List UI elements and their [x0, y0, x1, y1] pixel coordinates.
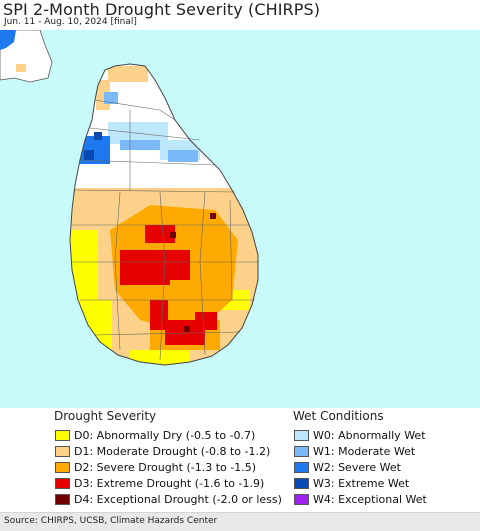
legend-label-w3: W3: Extreme Wet [313, 476, 410, 490]
india-wet-patch [0, 30, 16, 50]
drought-class-layer [70, 66, 258, 365]
map-title: SPI 2-Month Drought Severity (CHIRPS) [3, 0, 321, 19]
map-subtitle: Jun. 11 - Aug. 10, 2024 [final] [4, 17, 137, 27]
swatch-d1 [55, 445, 70, 457]
legend-label-w2: W2: Severe Wet [313, 460, 401, 474]
legend-label-w1: W1: Moderate Wet [313, 444, 416, 458]
swatch-w0 [294, 429, 309, 441]
swatch-w4 [294, 493, 309, 505]
drought-legend-heading: Drought Severity [54, 409, 157, 423]
sri-lanka-outline [69, 63, 259, 366]
legend-label-w0: W0: Abnormally Wet [313, 428, 426, 442]
legend-item-d0: D0: Abnormally Dry (-0.5 to -0.7) [55, 428, 255, 442]
legend-item-w3: W3: Extreme Wet [294, 476, 409, 490]
legend-label-w4: W4: Exceptional Wet [313, 492, 427, 506]
wet-legend-heading: Wet Conditions [293, 409, 384, 423]
title-bar: SPI 2-Month Drought Severity (CHIRPS) Ju… [0, 0, 480, 30]
swatch-w3 [294, 477, 309, 489]
district-boundaries [72, 99, 258, 361]
legend-item-d2: D2: Severe Drought (-1.3 to -1.5) [55, 460, 256, 474]
legend-item-w2: W2: Severe Wet [294, 460, 401, 474]
legend-item-w1: W1: Moderate Wet [294, 444, 415, 458]
drought-map[interactable] [0, 30, 480, 408]
legend-label-d3: D3: Extreme Drought (-1.6 to -1.9) [74, 476, 265, 490]
legend-item-d1: D1: Moderate Drought (-0.8 to -1.2) [55, 444, 270, 458]
swatch-w2 [294, 461, 309, 473]
swatch-d0 [55, 429, 70, 441]
india-coast [0, 30, 53, 83]
legend-label-d1: D1: Moderate Drought (-0.8 to -1.2) [74, 444, 271, 458]
legend-item-d4: D4: Exceptional Drought (-2.0 or less) [55, 492, 282, 506]
legend-item-d3: D3: Extreme Drought (-1.6 to -1.9) [55, 476, 264, 490]
swatch-d4 [55, 493, 70, 505]
legend-item-w4: W4: Exceptional Wet [294, 492, 427, 506]
swatch-d2 [55, 461, 70, 473]
swatch-w1 [294, 445, 309, 457]
legend-label-d0: D0: Abnormally Dry (-0.5 to -0.7) [74, 428, 256, 442]
legend-label-d4: D4: Exceptional Drought (-2.0 or less) [74, 492, 282, 506]
source-text: Source: CHIRPS, UCSB, Climate Hazards Ce… [4, 516, 218, 526]
swatch-d3 [55, 477, 70, 489]
legend-label-d2: D2: Severe Drought (-1.3 to -1.5) [74, 460, 257, 474]
legend-item-w0: W0: Abnormally Wet [294, 428, 426, 442]
india-dry-patch [16, 64, 26, 72]
footer: Source: CHIRPS, UCSB, Climate Hazards Ce… [0, 512, 480, 531]
legend: Drought Severity D0: Abnormally Dry (-0.… [0, 408, 480, 512]
